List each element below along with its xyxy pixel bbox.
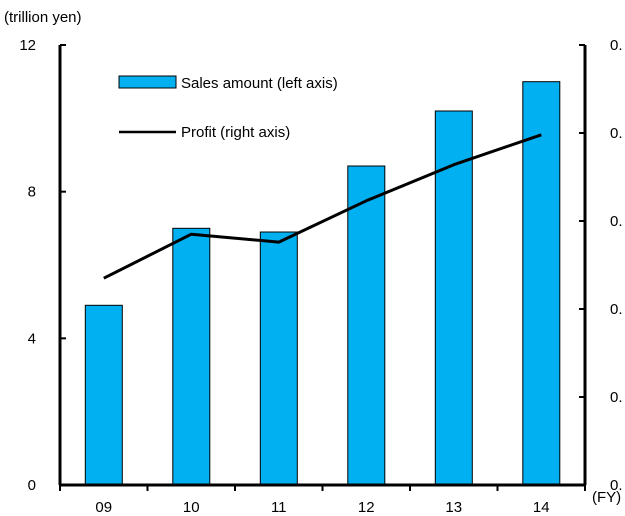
right-tick-label: 0. (610, 389, 623, 406)
left-tick-label: 12 (19, 37, 36, 54)
right-tick-label: 0. (610, 477, 623, 494)
x-tick-label: 11 (271, 499, 287, 516)
x-tick-label: 10 (183, 499, 200, 516)
axes (58, 45, 587, 487)
x-unit-label: (FY) (592, 489, 621, 506)
right-axis-ticks: 0. 0. 0. 0. 0. 0. (579, 37, 623, 494)
legend-bar-swatch (118, 75, 177, 89)
x-tick-label: 12 (358, 499, 375, 516)
legend: Sales amount (left axis) Profit (right a… (118, 75, 338, 141)
bar-14 (522, 81, 561, 486)
x-axis-ticks: 09 10 11 12 13 14 (59, 485, 586, 516)
left-axis-ticks: 0 4 8 12 (19, 37, 66, 494)
right-tick-label: 0. (610, 301, 623, 318)
legend-line-label: Profit (right axis) (181, 124, 290, 141)
bar-series (84, 81, 561, 486)
x-tick-label: 09 (95, 499, 112, 516)
bar-11 (259, 231, 298, 486)
legend-bar-label: Sales amount (left axis) (181, 75, 338, 92)
x-tick-label: 14 (533, 499, 550, 516)
bar-09 (84, 304, 123, 486)
bar-12 (347, 165, 386, 486)
right-tick-label: 0. (610, 213, 623, 230)
x-tick-label: 13 (445, 499, 462, 516)
unit-label: (trillion yen) (4, 9, 82, 26)
bar-13 (434, 110, 473, 486)
left-tick-label: 0 (28, 477, 36, 494)
profit-line (103, 133, 542, 280)
left-tick-label: 4 (28, 330, 36, 347)
bar-10 (172, 227, 211, 486)
left-tick-label: 8 (28, 184, 36, 201)
right-tick-label: 0. (610, 125, 623, 142)
line-series (103, 133, 542, 280)
right-tick-label: 0. (610, 37, 623, 54)
